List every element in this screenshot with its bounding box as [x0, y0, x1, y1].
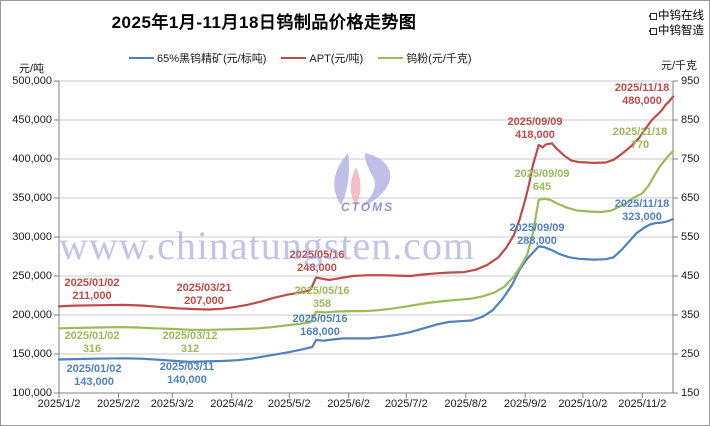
brand-logo-icon	[649, 13, 657, 20]
annotation-value: 358	[312, 298, 332, 310]
right-axis-unit-label: 元/千克	[661, 60, 698, 72]
x-axis-tick-label: 2025/8/2	[444, 398, 488, 410]
brand-marks: 中钨在线 中钨智造	[649, 9, 704, 39]
series-line-apt	[57, 95, 675, 311]
x-axis-tick-label: 2025/2/2	[97, 398, 140, 410]
legend-item-apt: APT(元/吨)	[281, 50, 363, 66]
annotation-value: 418,000	[515, 129, 555, 141]
annotation-value: 770	[630, 139, 650, 151]
annotation-apt: 2025/05/16 248,000	[289, 249, 344, 275]
annotation-concentrate: 2025/03/11 140,000	[160, 361, 214, 387]
right-axis-tick-label: 350	[681, 309, 700, 321]
annotation-value: 207,000	[184, 295, 224, 307]
x-axis-tick-label: 2025/5/2	[267, 398, 311, 410]
left-axis-tick-label: 100,000	[12, 387, 52, 399]
annotation-date: 2025/09/09	[507, 116, 563, 128]
annotation-powder: 2025/09/09 645	[514, 168, 569, 194]
legend-label-powder: 钨粉(元/千克)	[406, 53, 472, 65]
annotation-value: 316	[82, 343, 102, 355]
x-axis-tick-label: 2025/10/2	[558, 398, 608, 410]
series-line-concentrate	[57, 218, 675, 363]
left-axis-tick-label: 200,000	[12, 309, 52, 321]
annotation-apt: 2025/09/09 418,000	[507, 116, 562, 142]
x-axis-tick-label: 2025/7/2	[384, 398, 428, 410]
annotation-date: 2025/01/02	[64, 277, 120, 289]
legend-line-swatch-apt	[281, 57, 307, 59]
annotation-apt: 2025/01/02 211,000	[64, 277, 119, 303]
annotation-powder: 2025/05/16 358	[294, 285, 349, 311]
left-axis-tick-label: 350,000	[12, 192, 52, 204]
brand-label: 中钨智造	[658, 25, 704, 37]
x-axis-tick-label: 2025/1/2	[37, 398, 81, 410]
chart-title: 2025年1月-11月18日钨制品价格走势图	[111, 13, 417, 32]
annotation-date: 2025/11/18	[614, 198, 670, 210]
right-axis-tick-label: 650	[681, 192, 700, 204]
x-axis-tick-label: 2025/4/2	[210, 398, 254, 410]
x-axis-tick-label: 2025/6/2	[327, 398, 371, 410]
right-axis-tick-label: 850	[681, 114, 700, 126]
legend-label-concentrate: 65%黑钨精矿(元/标吨)	[157, 53, 267, 65]
annotation-apt: 2025/03/21 207,000	[176, 282, 231, 308]
annotation-concentrate: 2025/05/16 168,000	[292, 313, 347, 339]
annotation-value: 168,000	[300, 326, 340, 338]
annotation-value: 288,000	[517, 235, 557, 247]
right-axis-tick-label: 450	[681, 270, 700, 282]
x-axis-tick-label: 2025/3/2	[150, 398, 194, 410]
annotation-powder: 2025/01/02 316	[64, 330, 119, 356]
annotation-date: 2025/05/16	[292, 313, 348, 325]
legend-line-swatch-concentrate	[129, 57, 154, 59]
annotation-value: 140,000	[167, 374, 207, 386]
right-axis-tick-label: 550	[681, 231, 700, 243]
annotation-date: 2025/03/11	[159, 361, 215, 373]
left-axis-tick-label: 250,000	[12, 270, 52, 282]
brand-row-chinatungsten-smart: 中钨智造	[649, 24, 704, 39]
annotation-concentrate: 2025/11/18 323,000	[615, 198, 669, 224]
annotation-date: 2025/09/09	[514, 168, 570, 180]
annotation-concentrate: 2025/01/02 143,000	[66, 363, 121, 389]
x-axis-tick-label: 2025/9/2	[503, 398, 547, 410]
right-axis-tick-label: 250	[681, 348, 700, 360]
legend-item-concentrate: 65%黑钨精矿(元/标吨)	[129, 50, 266, 66]
brand-label: 中钨在线	[658, 10, 704, 22]
left-axis-tick-label: 300,000	[12, 231, 52, 243]
annotation-date: 2025/05/16	[289, 249, 345, 261]
left-axis-tick-label: 400,000	[12, 153, 52, 165]
right-axis-tick-label: 750	[681, 153, 700, 165]
annotation-value: 480,000	[622, 95, 662, 107]
left-axis-tick-label: 450,000	[12, 114, 52, 126]
annotation-apt: 2025/11/18 480,000	[615, 82, 669, 108]
annotation-date: 2025/01/02	[66, 363, 122, 375]
series-line-powder	[57, 150, 675, 331]
brand-logo-icon	[649, 28, 657, 35]
left-axis-tick-label: 500,000	[12, 75, 52, 87]
annotation-date: 2025/11/18	[614, 82, 670, 94]
annotation-date: 2025/09/09	[509, 222, 565, 234]
annotation-powder: 2025/11/18 770	[613, 126, 667, 152]
annotation-date: 2025/11/18	[612, 126, 668, 138]
annotation-date: 2025/03/21	[176, 282, 232, 294]
legend-line-swatch-powder	[378, 57, 404, 59]
x-axis-tick-label: 2025/11/2	[618, 398, 667, 410]
legend-label-apt: APT(元/吨)	[309, 53, 364, 65]
legend-item-powder: 钨粉(元/千克)	[378, 50, 472, 66]
left-axis-unit-label: 元/吨	[19, 63, 45, 75]
annotation-date: 2025/01/02	[64, 330, 120, 342]
annotation-value: 211,000	[72, 290, 112, 302]
annotation-date: 2025/03/12	[162, 330, 218, 342]
right-axis-tick-label: 950	[681, 75, 700, 87]
annotation-value: 645	[532, 181, 552, 193]
annotation-value: 143,000	[74, 376, 114, 388]
annotation-value: 312	[180, 343, 200, 355]
left-axis-tick-label: 150,000	[12, 348, 52, 360]
legend: 65%黑钨精矿(元/标吨) APT(元/吨) 钨粉(元/千克)	[129, 50, 472, 66]
annotation-value: 323,000	[622, 211, 662, 223]
annotation-concentrate: 2025/09/09 288,000	[509, 222, 564, 248]
annotation-value: 248,000	[297, 262, 337, 274]
brand-row-chinatungsten-online: 中钨在线	[649, 9, 704, 24]
right-axis-tick-label: 150	[681, 387, 700, 399]
annotation-powder: 2025/03/12 312	[162, 330, 217, 356]
annotation-date: 2025/05/16	[294, 285, 350, 297]
